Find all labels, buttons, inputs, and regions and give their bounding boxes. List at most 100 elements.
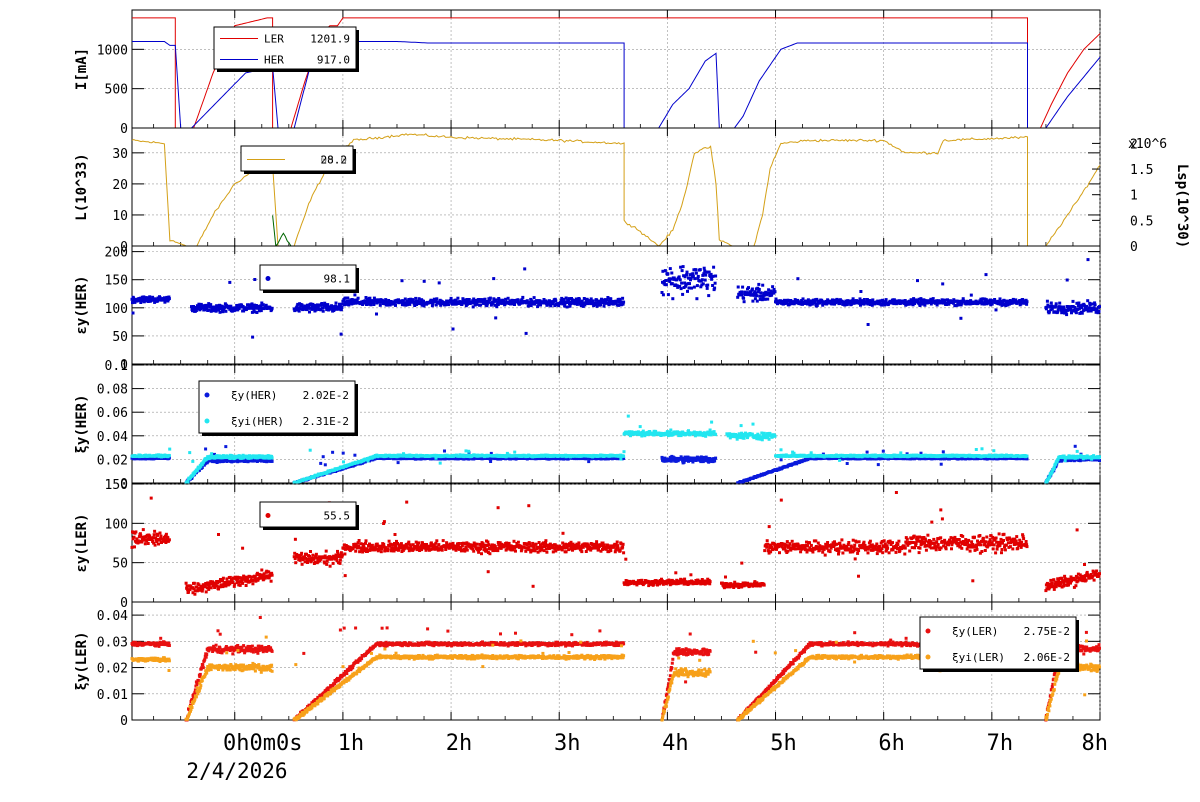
data-point [662,293,665,296]
y-tick-label: 10 [112,209,128,224]
outlier-point [168,448,171,451]
data-point [1050,302,1053,305]
y-tick-label: 0.06 [97,406,128,421]
data-point [664,269,667,272]
panel-2: 0102030L(10^33)28.200.000.511.52Lsp(10^3… [74,128,1190,255]
outlier-point [494,316,497,319]
legend-name: LER [264,33,284,46]
outlier-point [970,294,973,297]
outlier-point [523,267,526,270]
data-point [871,298,874,301]
y-tick-label: 0.04 [97,430,128,445]
outlier-point [375,313,378,316]
outlier-point [439,462,442,465]
outlier-point [438,281,441,284]
data-point [701,278,704,281]
data-point [666,272,669,275]
data-point [696,284,699,287]
right-y-tick-label: 1.5 [1130,163,1153,178]
data-point [521,296,524,299]
data-point [622,301,625,304]
data-point [489,297,492,300]
data-point [686,271,689,274]
y-tick-label: 0.1 [105,359,128,374]
legend-marker [266,276,271,281]
outlier-point [228,281,231,284]
data-point [685,273,688,276]
data-point [1046,300,1049,303]
data-point [742,297,745,300]
outlier-point [1087,258,1090,261]
data-point [682,265,685,268]
data-point [1065,313,1068,316]
right-y-tick-label: 0 [1130,240,1138,255]
data-point [681,293,684,296]
data-point [168,297,171,300]
y-axis-label: εy(HER) [74,275,90,334]
data-point [1086,299,1089,302]
legend-box: 28.200.0 [241,146,356,174]
outlier-point [331,451,334,454]
outlier-point [995,308,998,311]
data-point [603,305,606,308]
data-point [758,288,761,291]
outlier-point [366,459,369,462]
data-point [699,268,702,271]
data-point [681,269,684,272]
data-point [335,302,338,305]
data-point [1098,310,1101,313]
data-point [1072,300,1075,303]
outlier-point [985,273,988,276]
data-point [447,303,450,306]
data-point [714,282,717,285]
outlier-point [959,317,962,320]
data-point [1094,303,1097,306]
data-point [932,297,935,300]
data-point [714,275,717,278]
data-point [664,279,667,282]
outlier-point [402,452,405,455]
outlier-point [251,336,254,339]
legend-box: 98.1 [260,265,359,293]
outlier-point [342,452,345,455]
y-tick-label: 0.02 [97,453,128,468]
data-point [372,303,375,306]
data-point [450,297,453,300]
outlier-point [324,463,327,466]
outlier-point [188,451,191,454]
data-point [757,283,760,286]
data-point [1062,306,1065,309]
outlier-point [253,278,256,281]
data-point [622,455,625,458]
data-point [693,286,696,289]
outlier-point [619,458,622,461]
y-tick-label: 150 [105,274,128,289]
data-point [1075,311,1078,314]
outlier-point [204,448,207,451]
outlier-point [452,328,455,331]
outlier-point [627,415,630,418]
data-point [712,266,715,269]
outlier-point [210,452,213,455]
data-point [1098,459,1101,462]
data-point [743,300,746,303]
data-point [516,298,519,301]
data-point [554,299,557,302]
data-point [694,268,697,271]
right-axis-multiplier: x10^6 [1128,137,1167,152]
data-point [346,297,349,300]
data-point [1077,302,1080,305]
data-point [394,304,397,307]
data-point [695,272,698,275]
data-point [322,310,325,313]
right-y-tick-label: 0.5 [1130,214,1153,229]
outlier-point [401,279,404,282]
outlier-point [866,451,869,454]
data-point [686,290,689,293]
data-point [714,457,717,460]
data-point [759,291,762,294]
outlier-point [867,323,870,326]
data-point [741,293,744,296]
